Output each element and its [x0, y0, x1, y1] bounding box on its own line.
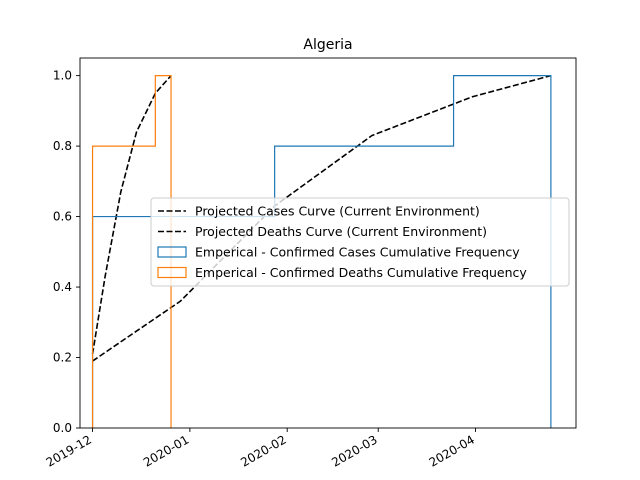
series-3-step	[91, 75, 552, 428]
series-1-line	[92, 74, 552, 362]
y-tick-label: 0.0	[53, 421, 72, 435]
legend: Projected Cases Curve (Current Environme…	[150, 197, 570, 287]
y-tick-label: 0.2	[53, 351, 72, 365]
x-tick-label: 2020-02	[238, 432, 288, 469]
legend-label: Projected Cases Curve (Current Environme…	[195, 204, 480, 219]
x-tick-label: 2019-12	[44, 432, 94, 469]
series-4-step	[91, 75, 172, 428]
x-tick-label: 2020-03	[329, 432, 379, 469]
x-tick-label: 2020-04	[427, 432, 477, 469]
legend-swatch	[157, 246, 187, 258]
y-tick-label: 0.8	[53, 139, 72, 153]
plot-area	[91, 74, 552, 428]
y-tick-label: 1.0	[53, 69, 72, 83]
legend-label: Emperical - Confirmed Deaths Cumulative …	[195, 265, 527, 280]
legend-label: Projected Deaths Curve (Current Environm…	[195, 224, 487, 239]
series-2-line	[91, 75, 172, 355]
y-tick-label: 0.4	[53, 280, 72, 294]
axes-frame	[79, 57, 577, 429]
legend-swatch	[157, 266, 187, 279]
y-tick-label: 0.6	[53, 210, 72, 224]
x-tick-label: 2020-01	[141, 432, 191, 469]
legend-box	[150, 197, 570, 287]
legend-label: Emperical - Confirmed Cases Cumulative F…	[195, 245, 520, 260]
chart-title: Algeria	[303, 37, 352, 53]
